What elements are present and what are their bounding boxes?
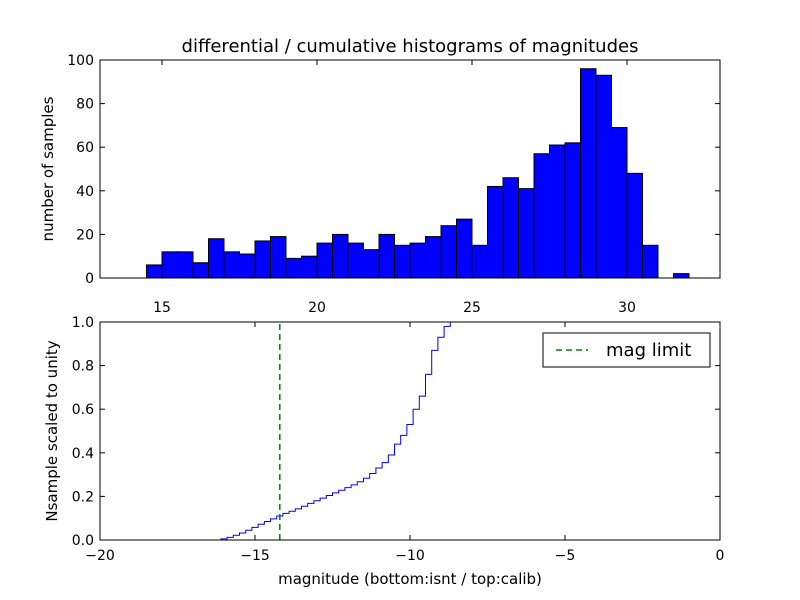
top-histogram-chart: differential / cumulative histograms of … <box>39 36 721 316</box>
y-tick-label: 40 <box>76 184 94 200</box>
histogram-bars <box>146 68 690 279</box>
histogram-bar <box>549 144 566 279</box>
x-tick-label: 25 <box>463 300 481 316</box>
x-tick-label: −15 <box>240 548 270 564</box>
histogram-bar <box>456 218 473 279</box>
y-tick-label: 0 <box>85 271 94 287</box>
histogram-bar <box>301 255 318 279</box>
histogram-bar <box>394 244 411 279</box>
histogram-bar <box>270 236 287 279</box>
histogram-bar <box>208 238 225 279</box>
histogram-bar <box>626 172 643 279</box>
histogram-bar <box>642 244 659 279</box>
bottom-y-axis-label: Nsample scaled to unity <box>43 340 61 521</box>
histogram-bar <box>595 74 612 279</box>
x-tick-label: 0 <box>716 548 725 564</box>
cumulative-step-line <box>100 321 476 541</box>
y-tick-label: 0.6 <box>72 402 94 418</box>
y-tick-label: 0.0 <box>72 533 94 549</box>
y-tick-label: 100 <box>67 53 94 69</box>
x-tick-label: −5 <box>555 548 576 564</box>
y-tick-label: 20 <box>76 227 94 243</box>
histogram-bar <box>239 253 256 279</box>
bottom-plot-frame <box>99 321 721 541</box>
x-tick-label: −10 <box>395 548 425 564</box>
histogram-bar <box>177 251 194 279</box>
x-tick-label: 20 <box>308 300 326 316</box>
top-y-axis-label: number of samples <box>39 96 57 241</box>
y-tick-label: 0.8 <box>72 359 94 375</box>
y-tick-label: 0.4 <box>72 446 94 462</box>
y-tick-label: 0.2 <box>72 489 94 505</box>
histogram-bar <box>285 257 302 279</box>
histogram-bar <box>161 251 178 279</box>
histogram-bar <box>409 242 426 279</box>
histogram-bar <box>332 233 349 279</box>
y-tick-label: 80 <box>76 97 94 113</box>
histogram-bar <box>378 233 395 279</box>
histogram-bar <box>146 264 163 279</box>
histogram-bar <box>425 236 442 279</box>
x-tick-label: 15 <box>153 300 171 316</box>
legend-entry-mag-limit: mag limit <box>606 340 691 361</box>
chart-title: differential / cumulative histograms of … <box>182 36 639 57</box>
histogram-bar <box>502 177 519 279</box>
histogram-bar <box>564 142 581 279</box>
top-plot-frame <box>99 59 721 279</box>
histogram-bar <box>440 225 457 279</box>
histogram-bar <box>254 240 271 279</box>
y-tick-label: 1.0 <box>72 315 94 331</box>
histogram-bar <box>316 242 333 279</box>
bottom-x-axis-label: magnitude (bottom:isnt / top:calib) <box>278 570 542 588</box>
bottom-axis-ticks: 0.0 0.2 0.4 0.6 0.8 1.0 −20 −15 −10 −5 0 <box>72 315 725 564</box>
histogram-bar <box>487 185 504 279</box>
legend: mag limit <box>542 332 711 368</box>
histogram-bar <box>471 244 488 279</box>
histogram-bar <box>533 153 550 279</box>
top-axis-ticks: 0 20 40 60 80 100 15 20 25 30 <box>67 53 720 316</box>
bottom-cumulative-chart: Nsample scaled to unity magnitude (botto… <box>43 315 724 588</box>
histogram-bar <box>673 273 690 279</box>
histogram-bar <box>363 249 380 279</box>
histogram-bar <box>580 68 597 279</box>
y-tick-label: 60 <box>76 140 94 156</box>
histogram-bar <box>223 251 240 279</box>
x-tick-label: −20 <box>85 548 115 564</box>
x-tick-label: 30 <box>618 300 636 316</box>
histogram-bar <box>347 242 364 279</box>
histogram-bar <box>518 188 535 279</box>
histogram-bar <box>192 262 209 279</box>
histogram-bar <box>611 127 628 279</box>
